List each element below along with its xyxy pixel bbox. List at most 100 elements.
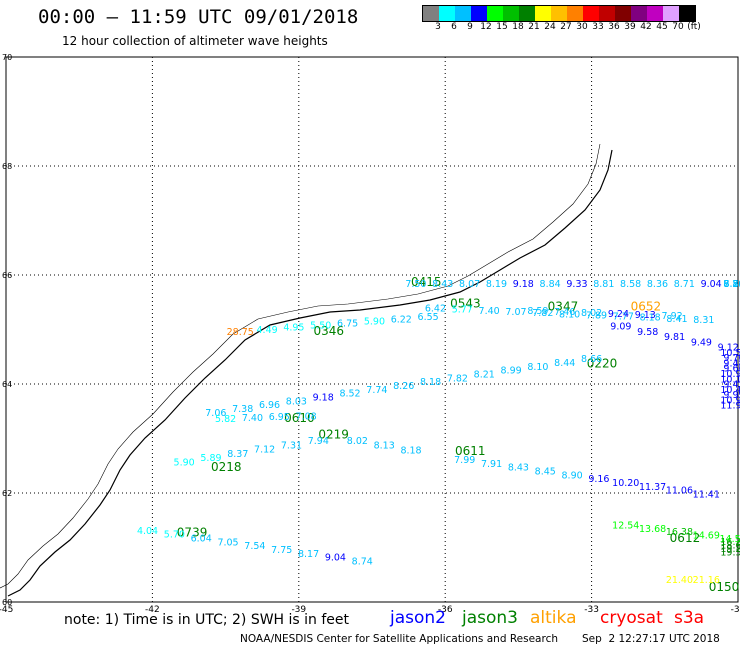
legend-label: 9 xyxy=(467,22,473,32)
wave-height-value: 19.27 xyxy=(720,544,740,555)
legend-swatch xyxy=(679,6,695,21)
wave-height-value: 9.33 xyxy=(566,279,587,290)
legend-swatch xyxy=(439,6,455,21)
credit-text: NOAA/NESDIS Center for Satellite Applica… xyxy=(240,633,558,645)
wave-height-value: 10.20 xyxy=(612,478,639,489)
legend-swatch xyxy=(503,6,519,21)
wave-height-value: 8.45 xyxy=(535,467,556,478)
wave-height-value: 8.21 xyxy=(474,370,495,381)
wave-height-value: 9.99 xyxy=(723,390,740,401)
wave-height-value: 8.90 xyxy=(562,470,583,481)
track-time-label: 0652 xyxy=(631,299,662,313)
legend-swatch xyxy=(567,6,583,21)
wave-height-value: 8.99 xyxy=(501,366,522,377)
wave-height-value: 7.89 xyxy=(586,310,607,321)
wave-height-value: 7.40 xyxy=(242,413,263,424)
legend-swatch xyxy=(423,6,439,21)
wave-height-value: 8.02 xyxy=(347,436,368,447)
wave-height-value: 4.49 xyxy=(257,325,278,336)
legend-label: 24 xyxy=(544,22,556,32)
wave-height-value: 8.17 xyxy=(298,549,319,560)
sat-label-jason2: jason2 xyxy=(390,608,446,628)
lon-tick-label: -36 xyxy=(438,605,453,615)
wave-height-value: 10.90 xyxy=(720,369,740,380)
wave-height-value: 8.36 xyxy=(647,279,668,290)
wave-height-value: 6.96 xyxy=(259,400,280,411)
wave-height-value: 5.77 xyxy=(452,305,473,316)
legend-swatch xyxy=(663,6,679,21)
wave-height-value: 11.06 xyxy=(666,486,693,497)
wave-height-value: 7.50 xyxy=(405,279,426,290)
wave-height-value: 8.03 xyxy=(286,396,307,407)
wave-height-value: 4.95 xyxy=(283,323,304,334)
track-time-label: 0218 xyxy=(211,460,242,474)
legend-swatch xyxy=(487,6,503,21)
legend-unit: (ft) xyxy=(687,22,701,32)
wave-height-value: 8.07 xyxy=(459,279,480,290)
wave-height-value: 8.66 xyxy=(581,354,602,365)
wave-height-value: 14.69 xyxy=(693,530,720,541)
color-legend-bar xyxy=(422,5,696,22)
coastline xyxy=(7,149,613,597)
legend-label: 45 xyxy=(656,22,668,32)
wave-height-value: 12.54 xyxy=(612,520,639,531)
wave-height-value: 9.41 xyxy=(723,380,740,391)
timestamp-text: Sep 2 12:27:17 UTC 2018 xyxy=(582,633,720,645)
wave-height-value: 8.52 xyxy=(339,389,360,400)
lon-tick-label: -33 xyxy=(584,605,599,615)
map-title: 00:00 – 11:59 UTC 09/01/2018 xyxy=(38,6,359,28)
wave-height-value: 8.13 xyxy=(374,441,395,452)
legend-swatch xyxy=(471,6,487,21)
wave-height-value: 4.04 xyxy=(137,526,158,537)
wave-height-value: 7.12 xyxy=(254,445,275,456)
wave-height-value: 9.16 xyxy=(588,474,609,485)
wave-height-value: 8.19 xyxy=(486,279,507,290)
wave-height-value: 8.80 xyxy=(723,279,740,290)
track-time-label: 0415 xyxy=(411,275,442,289)
sat-label-s3a: s3a xyxy=(674,608,705,628)
wave-height-value: 8.43 xyxy=(432,279,453,290)
track-time-label: 0611 xyxy=(455,444,486,458)
track-time-label: 0346 xyxy=(313,324,344,338)
wave-height-value: 9.13 xyxy=(635,310,656,321)
sat-label-jason3: jason3 xyxy=(462,608,518,628)
wave-height-value: 6.55 xyxy=(418,312,439,323)
wave-height-value: 7.76 xyxy=(723,279,740,290)
track-time-label: 0219 xyxy=(318,428,349,442)
legend-label: 21 xyxy=(528,22,540,32)
wave-height-value: 7.31 xyxy=(281,440,302,451)
wave-height-value: 9.81 xyxy=(664,332,685,343)
wave-height-value: 8.18 xyxy=(400,446,421,457)
legend-label: 36 xyxy=(608,22,620,32)
legend-swatch xyxy=(455,6,471,21)
wave-height-value: 28.75 xyxy=(227,327,254,338)
legend-label: 30 xyxy=(576,22,588,32)
wave-height-value: 8.02 xyxy=(581,308,602,319)
wave-height-value: 9.04 xyxy=(701,279,722,290)
wave-height-value: 6.75 xyxy=(337,319,358,330)
wave-height-value: 5.82 xyxy=(215,414,236,425)
legend-label: 70 xyxy=(672,22,684,32)
wave-height-value: 7.54 xyxy=(244,541,265,552)
wave-height-value: 7.46 xyxy=(554,307,575,318)
wave-height-value: 6.22 xyxy=(391,314,412,325)
wave-height-value: 8.18 xyxy=(420,377,441,388)
wave-height-value: 16.38 xyxy=(666,527,693,538)
lat-tick-label: 62 xyxy=(2,489,12,498)
lon-tick-label: -39 xyxy=(291,605,306,615)
wave-height-value: 9.24 xyxy=(608,309,629,320)
wave-height-value: 9.48 xyxy=(723,358,740,369)
wave-height-value: 13.68 xyxy=(639,524,666,535)
legend-label: 33 xyxy=(592,22,604,32)
lat-tick-label: 64 xyxy=(2,380,12,389)
wave-height-value: 8.10 xyxy=(559,309,580,320)
legend-label: 3 xyxy=(435,22,441,32)
wave-height-value: 10.59 xyxy=(720,348,740,359)
wave-height-value: 8.44 xyxy=(554,358,575,369)
wave-height-value: 7.91 xyxy=(481,459,502,470)
wave-height-value: 9.49 xyxy=(691,337,712,348)
track-time-label: 0150 xyxy=(709,580,740,594)
wave-height-value: 9.04 xyxy=(325,553,346,564)
wave-height-value: 5.70 xyxy=(164,530,185,541)
